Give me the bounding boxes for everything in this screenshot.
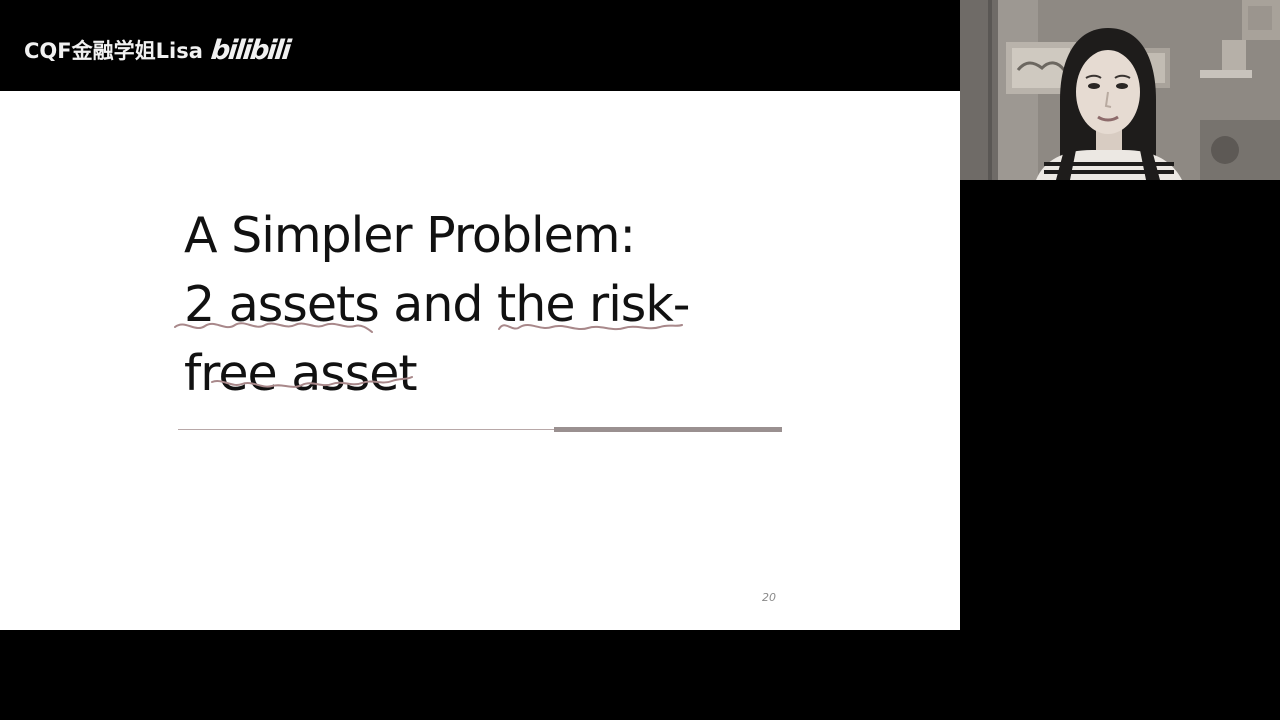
title-line-1: A Simpler Problem: — [184, 207, 636, 264]
title-line-2: 2 assets and the risk- — [184, 276, 690, 333]
title-line-3: free asset — [184, 345, 418, 402]
divider-thin — [178, 429, 554, 430]
webcam-feed — [960, 0, 1280, 180]
bilibili-logo: bilibili — [209, 34, 291, 66]
webcam-presenter-image — [960, 0, 1280, 180]
slide-page-number: 20 — [762, 591, 776, 604]
channel-watermark: CQF金融学姐Lisa bilibili — [24, 30, 291, 70]
slide-title: A Simpler Problem: 2 assets and the risk… — [184, 201, 804, 408]
channel-name: CQF金融学姐Lisa — [24, 39, 203, 63]
divider-thick — [554, 427, 782, 432]
presentation-slide: A Simpler Problem: 2 assets and the risk… — [0, 91, 960, 630]
